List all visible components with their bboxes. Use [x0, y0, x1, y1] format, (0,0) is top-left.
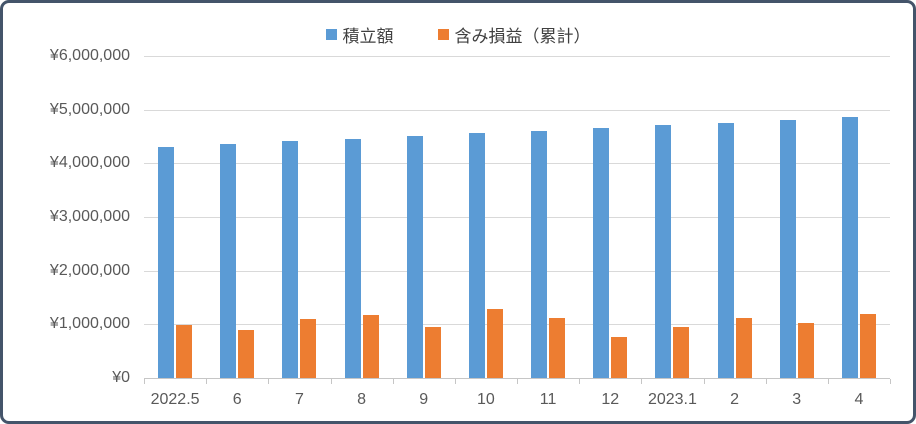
x-axis-label: 2	[730, 391, 740, 408]
bar-group	[779, 120, 814, 378]
bar-group	[655, 125, 690, 378]
gridline	[144, 109, 890, 111]
y-axis-label: ¥6,000,000	[49, 47, 130, 64]
y-axis-label: ¥0	[112, 369, 130, 386]
gridline	[144, 217, 890, 218]
x-axis-tick	[890, 379, 891, 384]
legend-item-unrealized-pl: 含み損益（累計）	[437, 22, 591, 47]
bar-group	[220, 144, 255, 378]
x-axis-label: 2022.5	[150, 391, 200, 408]
bar-group	[406, 136, 441, 378]
y-axis-label: ¥1,000,000	[49, 315, 130, 333]
bar-unrealized-pl	[549, 318, 566, 378]
x-axis-tick	[765, 379, 767, 384]
bar-unrealized-pl	[735, 318, 752, 378]
x-axis-tick	[517, 379, 518, 384]
legend-label-unrealized-pl: 含み損益（累計）	[454, 27, 591, 46]
x-axis-tick	[144, 379, 145, 384]
y-axis-label: ¥3,000,000	[49, 208, 130, 225]
bar-accumulated	[406, 136, 423, 378]
x-axis-label: 10	[477, 391, 495, 408]
bar-unrealized-pl	[486, 309, 503, 378]
gridline	[144, 56, 890, 57]
gridline	[144, 324, 890, 326]
bar-group	[344, 139, 379, 378]
x-axis-tick	[641, 379, 643, 384]
x-axis-line	[144, 378, 890, 379]
legend: 積立額 含み損益（累計）	[3, 22, 913, 47]
bar-accumulated	[841, 117, 858, 378]
bar-unrealized-pl	[424, 327, 441, 378]
legend-swatch-unrealized-pl-icon	[437, 29, 449, 40]
bar-group	[593, 128, 628, 378]
bar-group	[468, 133, 503, 378]
bar-accumulated	[220, 144, 237, 378]
x-axis-tick	[579, 379, 581, 384]
y-axis-label: ¥2,000,000	[49, 261, 130, 279]
bar-accumulated	[344, 139, 361, 378]
y-axis: ¥0 ¥1,000,000 ¥2,000,000 ¥3,000,000 ¥4,000,0…	[3, 3, 130, 421]
bar-group	[841, 117, 876, 378]
bar-accumulated	[655, 125, 672, 378]
bar-accumulated	[717, 123, 734, 378]
x-axis-label: 7	[294, 391, 304, 408]
gridline	[144, 163, 890, 165]
y-axis-label: ¥5,000,000	[49, 100, 130, 118]
bar-group	[531, 131, 566, 378]
bar-accumulated	[468, 133, 485, 378]
bar-unrealized-pl	[797, 323, 814, 378]
legend-label-accumulated: 積立額	[342, 27, 394, 46]
bar-accumulated	[282, 141, 299, 378]
x-axis-label: 2023.1	[647, 391, 697, 408]
bar-accumulated	[158, 147, 175, 378]
x-axis-tick	[268, 379, 270, 384]
x-axis-ticks	[144, 379, 891, 385]
bar-unrealized-pl	[238, 330, 255, 378]
bar-group	[717, 123, 752, 378]
x-axis-tick	[206, 379, 208, 384]
plot-area	[144, 56, 890, 379]
bar-accumulated	[531, 131, 548, 378]
bar-accumulated	[593, 128, 610, 378]
bar-unrealized-pl	[362, 315, 379, 378]
x-axis-label: 9	[419, 391, 429, 408]
x-axis: 2022.5 6 7 8 9 10 11 12 2023.1 2 3 4	[144, 391, 890, 415]
bar-unrealized-pl	[673, 327, 690, 378]
gridline	[144, 270, 890, 272]
x-axis-label: 11	[539, 391, 557, 408]
x-axis-tick	[703, 379, 705, 384]
bar-accumulated	[779, 120, 796, 378]
bar-unrealized-pl	[300, 319, 317, 378]
bar-group	[158, 147, 193, 378]
x-axis-tick	[330, 379, 332, 384]
x-axis-tick	[827, 379, 829, 384]
x-axis-label: 8	[357, 391, 367, 408]
legend-swatch-accumulated-icon	[325, 29, 337, 40]
x-axis-label: 12	[601, 391, 620, 408]
x-axis-label: 6	[232, 391, 242, 408]
bar-unrealized-pl	[611, 337, 628, 378]
bar-group	[282, 141, 317, 378]
y-axis-label: ¥4,000,000	[49, 154, 130, 172]
x-axis-label: 4	[854, 391, 864, 408]
x-axis-tick	[392, 379, 394, 384]
x-axis-tick	[454, 379, 456, 384]
legend-item-accumulated: 積立額	[325, 22, 394, 47]
x-axis-label: 3	[792, 391, 802, 408]
bar-unrealized-pl	[176, 325, 193, 378]
bar-unrealized-pl	[859, 314, 876, 378]
